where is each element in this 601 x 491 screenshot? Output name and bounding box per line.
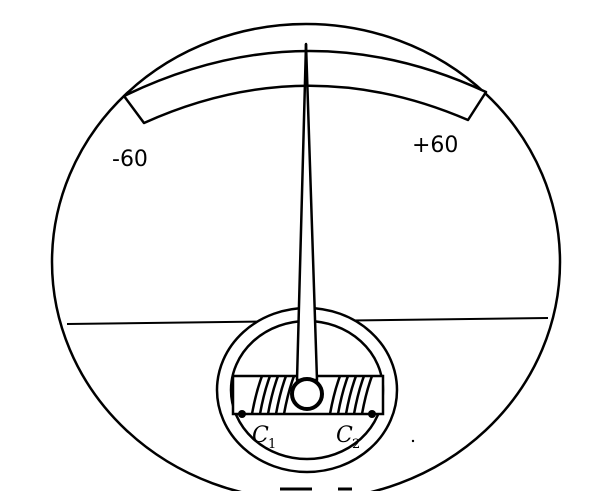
coil-label-c2-subscript: 2 bbox=[352, 437, 360, 452]
coil-lead-left bbox=[238, 410, 246, 418]
instrument-housing bbox=[50, 22, 562, 491]
pointer-needle bbox=[295, 42, 319, 382]
scale-arc-band bbox=[122, 49, 488, 125]
coil-label-c1-letter: C bbox=[252, 423, 269, 448]
stray-mark bbox=[411, 439, 415, 443]
coil-winding-right bbox=[328, 375, 374, 415]
pointer-pivot bbox=[290, 377, 324, 411]
scale-max-label: +60 bbox=[412, 133, 458, 158]
coil-lead-right bbox=[368, 410, 376, 418]
coil-label-c2-letter: C bbox=[336, 423, 353, 448]
scale-min-label: -60 bbox=[112, 147, 148, 172]
coil-winding-left bbox=[250, 375, 296, 415]
coil-label-c1-subscript: 1 bbox=[268, 437, 276, 452]
